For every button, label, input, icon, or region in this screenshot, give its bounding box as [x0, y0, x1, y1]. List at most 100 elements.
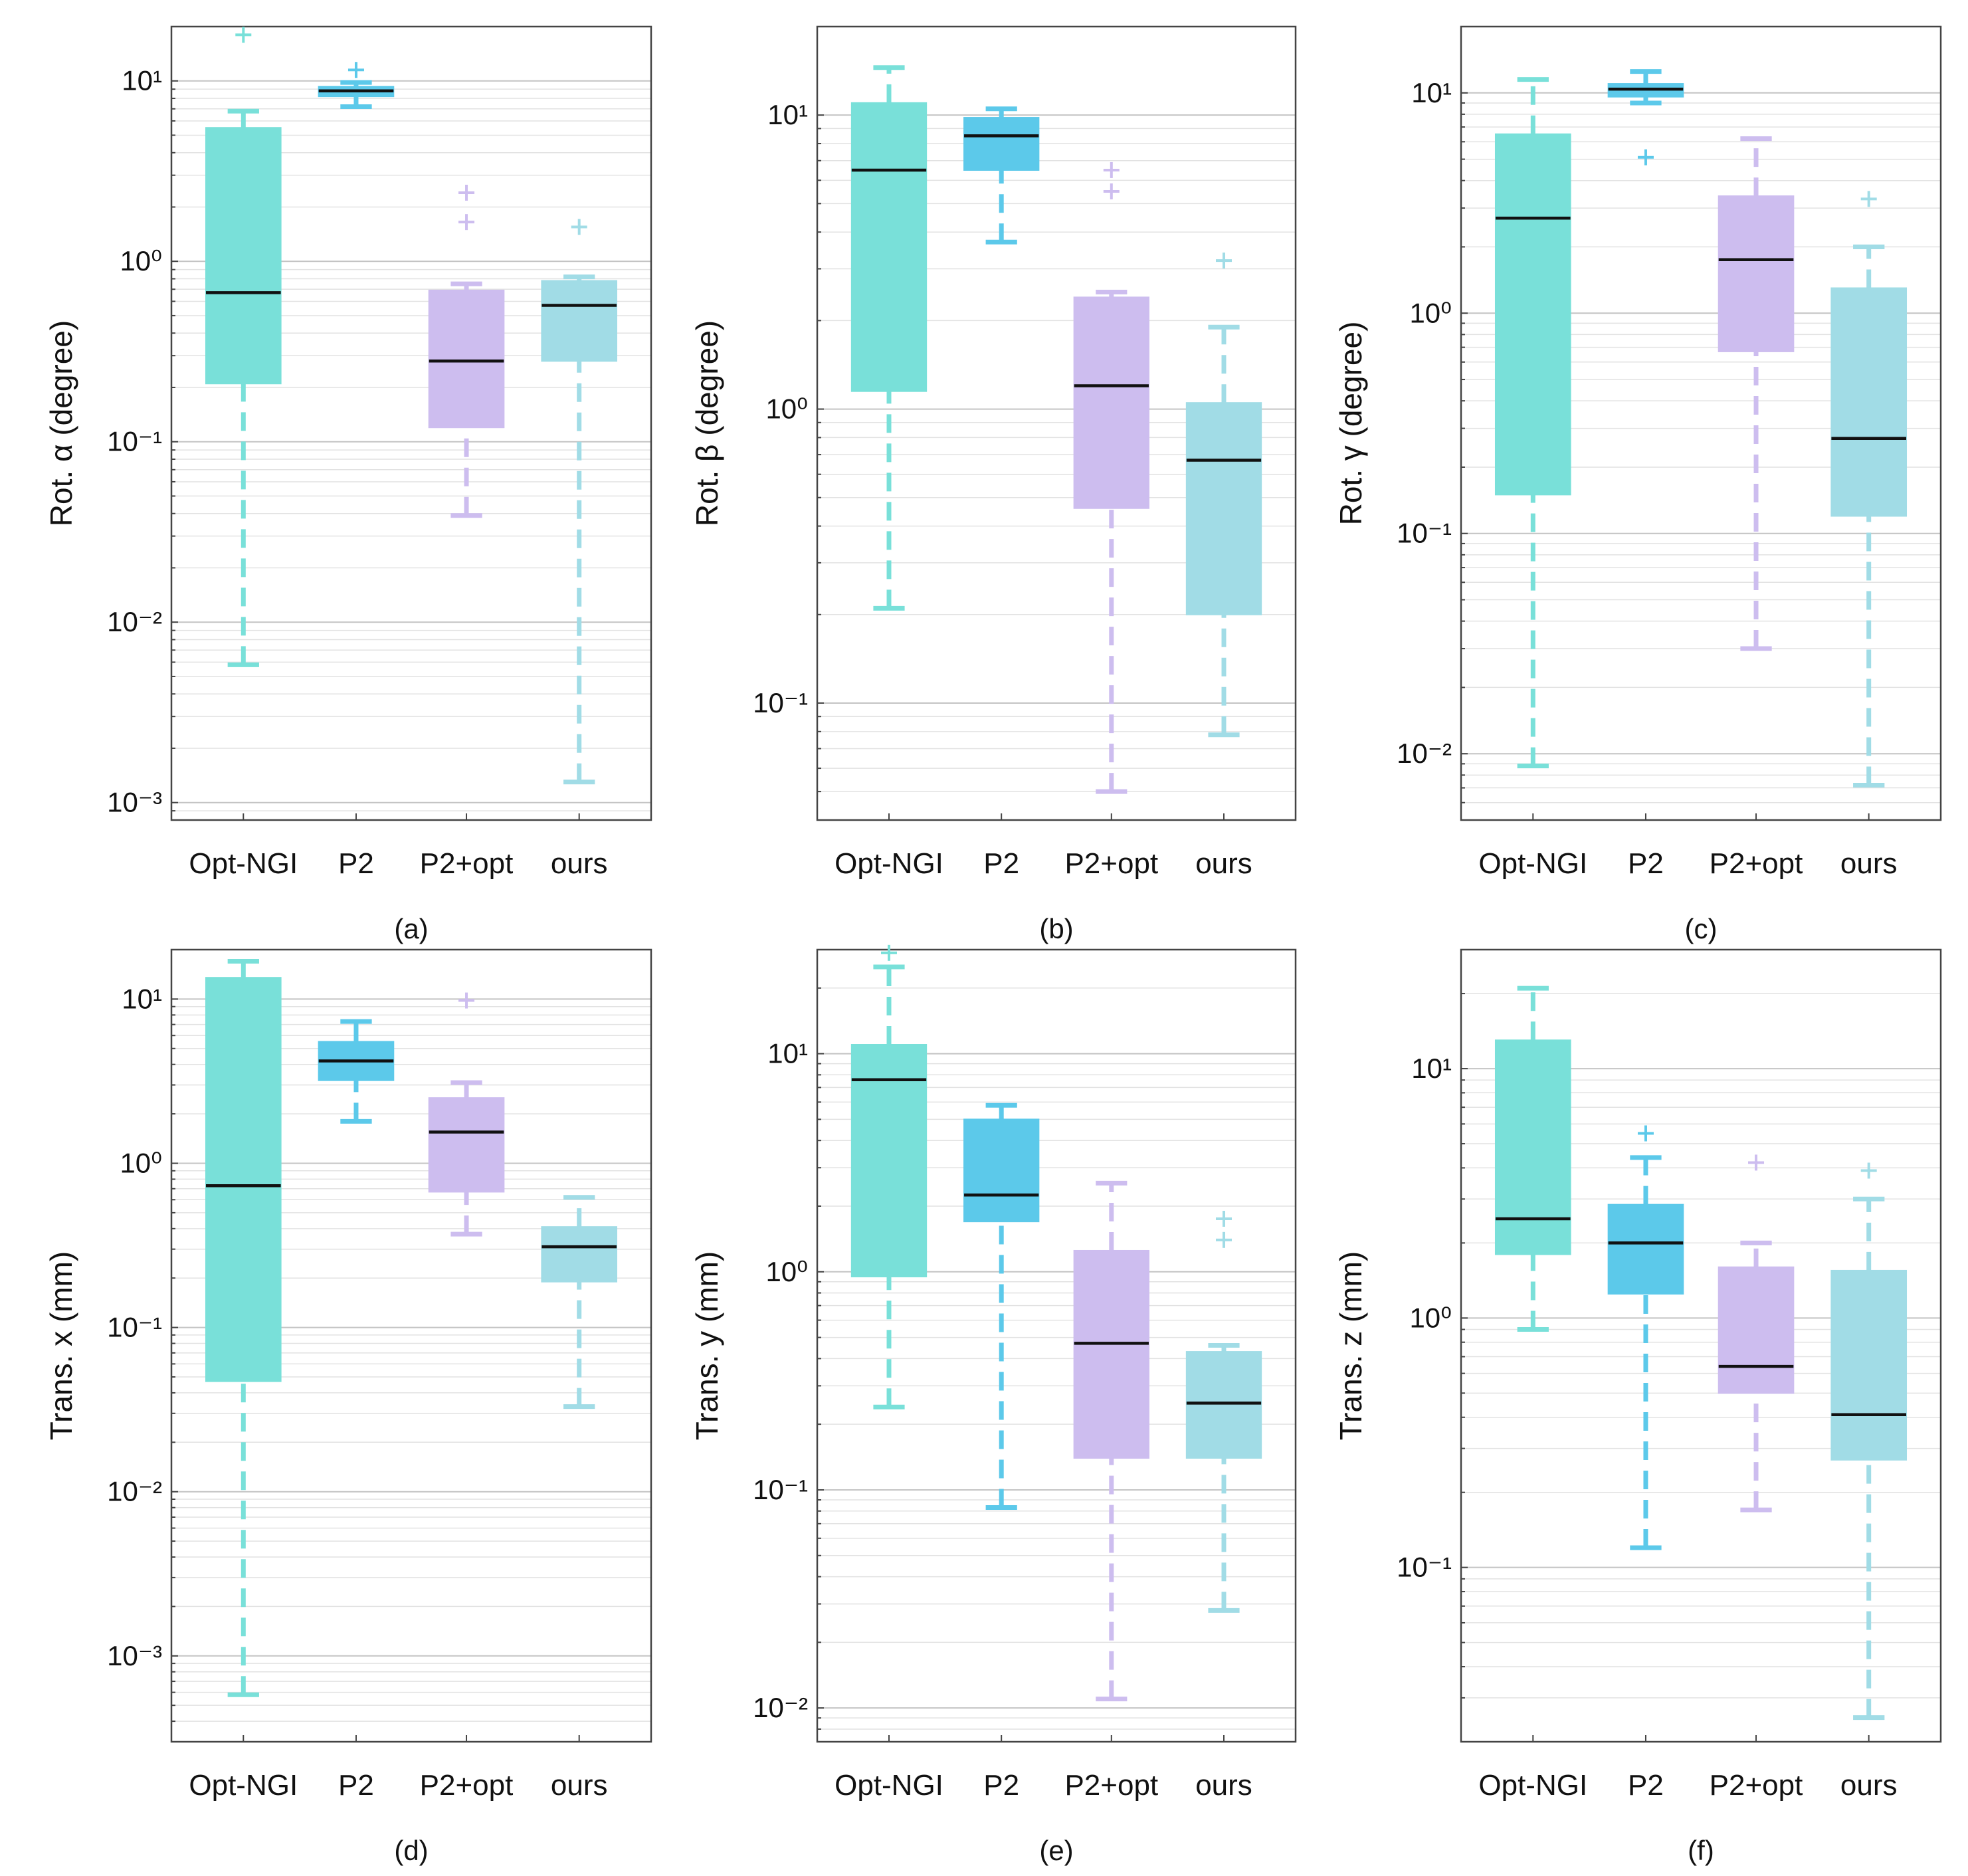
x-tick-label: Opt-NGI — [835, 847, 943, 880]
box-ours — [541, 219, 618, 785]
x-tick-label: P2 — [1628, 847, 1664, 880]
x-tick-label: Opt-NGI — [189, 847, 298, 880]
box-p2 — [1607, 1125, 1684, 1550]
outlier-marker — [1637, 1125, 1654, 1142]
y-tick-label: 10¹ — [1411, 1053, 1452, 1084]
box-ours — [1830, 1162, 1908, 1720]
panel-c: 10⁻² 10⁻¹ 10⁰ 10¹ Rot. γ (degree) Opt-NGI P2 P2… — [1333, 25, 1942, 944]
iqr-box — [1607, 1203, 1684, 1295]
iqr-box — [1494, 133, 1571, 496]
box-p2 — [318, 62, 395, 109]
panel-caption: (e) — [1039, 1835, 1073, 1866]
x-tick-label: ours — [551, 1769, 608, 1802]
y-axis-label: Trans. y (mm) — [690, 1251, 724, 1441]
y-tick-label: 10⁻¹ — [1397, 1552, 1452, 1583]
x-tick-label: P2 — [1628, 1769, 1664, 1802]
iqr-box — [1185, 1351, 1262, 1459]
outlier-marker — [235, 27, 252, 43]
plot-frame — [816, 948, 1297, 1743]
y-axis-label: Rot. β (degree) — [690, 320, 724, 526]
iqr-box — [963, 1118, 1040, 1223]
iqr-box — [963, 117, 1040, 171]
y-tick-label: 10⁻² — [1397, 738, 1452, 769]
outlier-marker — [347, 62, 364, 78]
box-p2 — [318, 1019, 395, 1124]
iqr-box — [1718, 1266, 1795, 1394]
box-opt-ngi — [205, 958, 282, 1697]
x-tick-label: P2+opt — [1064, 1769, 1158, 1802]
y-tick-label: 10¹ — [122, 983, 162, 1014]
box-opt-ngi — [850, 944, 928, 1409]
x-tick-label: P2 — [983, 847, 1019, 880]
panel-caption: (f) — [1688, 1835, 1714, 1866]
y-tick-label: 10⁻² — [753, 1692, 808, 1723]
x-tick-label: ours — [1195, 847, 1252, 880]
box-p2 — [1607, 69, 1684, 165]
box-p2-plus-opt — [428, 184, 505, 518]
y-tick-label: 10⁰ — [765, 1256, 808, 1287]
x-tick-label: P2 — [338, 1769, 374, 1802]
y-tick-label: 10⁻² — [107, 606, 162, 637]
x-tick-label: ours — [1840, 1769, 1898, 1802]
x-tick-label: Opt-NGI — [1478, 847, 1587, 880]
outlier-marker — [458, 184, 475, 201]
iqr-box — [205, 977, 282, 1382]
box-ours — [1830, 191, 1908, 788]
y-tick-label: 10⁻¹ — [753, 687, 808, 718]
panel-a: 10⁻³ 10⁻² 10⁻¹ 10⁰ 10¹ Rot. α (degree) Opt-NGI… — [44, 25, 652, 944]
outlier-marker — [881, 944, 897, 961]
iqr-box — [1185, 402, 1262, 615]
plot-frame — [1460, 25, 1942, 821]
iqr-box — [1830, 287, 1908, 517]
x-tick-label: ours — [551, 847, 608, 880]
x-tick-label: P2+opt — [1710, 847, 1803, 880]
y-axis-label: Rot. γ (degree) — [1333, 322, 1368, 526]
x-tick-label: Opt-NGI — [835, 1769, 943, 1802]
x-tick-label: P2+opt — [420, 847, 514, 880]
iqr-box — [1830, 1269, 1908, 1461]
y-tick-label: 10⁻¹ — [753, 1474, 808, 1505]
iqr-box — [1073, 1249, 1149, 1459]
x-tick-label: P2 — [338, 847, 374, 880]
iqr-box — [541, 280, 618, 362]
iqr-box — [850, 102, 928, 392]
box-opt-ngi — [1494, 986, 1571, 1332]
iqr-box — [541, 1226, 618, 1283]
x-tick-label: P2+opt — [1064, 847, 1158, 880]
outlier-marker — [1103, 183, 1120, 200]
iqr-box — [850, 1044, 928, 1278]
box-p2-plus-opt — [428, 992, 505, 1237]
y-tick-label: 10⁻¹ — [107, 426, 162, 457]
y-axis-label: Trans. x (mm) — [44, 1251, 78, 1441]
panel-caption: (a) — [394, 913, 428, 944]
y-tick-label: 10¹ — [122, 65, 162, 96]
y-tick-label: 10⁰ — [120, 245, 162, 276]
x-tick-label: ours — [1195, 1769, 1252, 1802]
box-opt-ngi — [1494, 77, 1571, 769]
panel-f: 10⁻¹ 10⁰ 10¹ Trans. z (mm) Opt-NGI P2 P2+opt ou… — [1333, 948, 1942, 1866]
box-opt-ngi — [205, 27, 282, 667]
outlier-marker — [1216, 1211, 1232, 1227]
box-ours — [541, 1195, 618, 1409]
x-tick-label: P2 — [983, 1769, 1019, 1802]
box-p2 — [963, 106, 1040, 245]
plot-frame — [170, 25, 652, 821]
y-tick-label: 10¹ — [767, 1038, 808, 1069]
y-tick-label: 10⁻³ — [107, 787, 162, 818]
y-tick-label: 10⁻¹ — [107, 1312, 162, 1343]
outlier-marker — [1637, 149, 1654, 165]
outlier-marker — [1103, 161, 1120, 178]
iqr-box — [1718, 195, 1795, 352]
panel-e: 10⁻² 10⁻¹ 10⁰ 10¹ Trans. y (mm) Opt-NGI P2 P2+o… — [690, 944, 1297, 1866]
box-ours — [1185, 253, 1262, 738]
outlier-marker — [1860, 191, 1877, 207]
box-opt-ngi — [850, 65, 928, 611]
panel-caption: (c) — [1685, 913, 1718, 944]
outlier-marker — [1748, 1154, 1765, 1171]
y-tick-label: 10¹ — [767, 99, 808, 130]
box-p2-plus-opt — [1718, 136, 1795, 651]
outlier-marker — [458, 214, 475, 231]
y-axis-label: Rot. α (degree) — [44, 320, 78, 526]
panel-b: 10⁻¹ 10⁰ 10¹ Rot. β (degree) Opt-NGI P2 P2+opt… — [690, 25, 1297, 944]
plot-frame — [170, 948, 652, 1743]
